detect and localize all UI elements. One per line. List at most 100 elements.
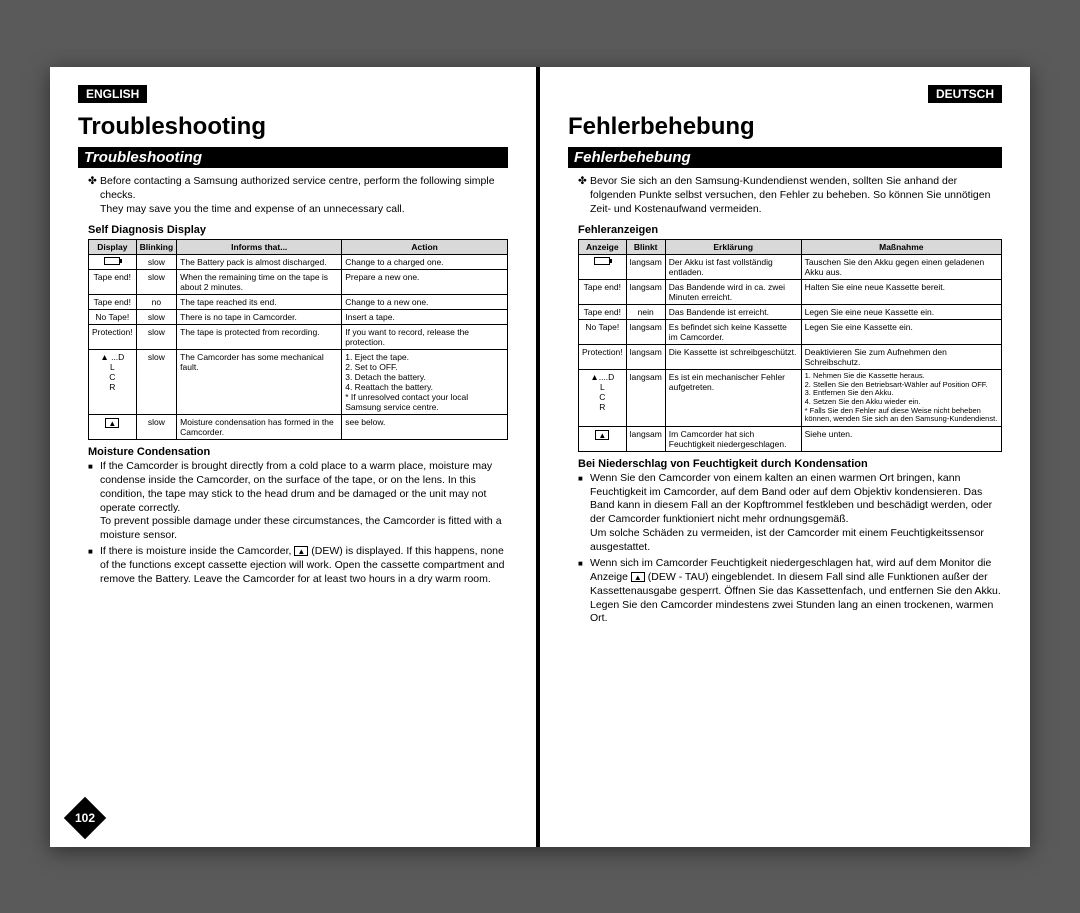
cell-display: Protection!: [579, 345, 627, 370]
table-row: Tape end!noThe tape reached its end.Chan…: [89, 295, 508, 310]
table-row: Protection!langsamDie Kassette ist schre…: [579, 345, 1002, 370]
cell-action: 1. Eject the tape.2. Set to OFF.3. Detac…: [342, 350, 508, 415]
cell-blinking: slow: [136, 255, 177, 270]
cell-action: If you want to record, release the prote…: [342, 325, 508, 350]
cell-informs: Es befindet sich keine Kassette im Camco…: [665, 320, 801, 345]
cell-informs: The Camcorder has some mechanical fault.: [177, 350, 342, 415]
cell-blinking: slow: [136, 350, 177, 415]
table-header-row: Anzeige Blinkt Erklärung Maßnahme: [579, 240, 1002, 255]
cell-display: No Tape!: [89, 310, 137, 325]
page-number-badge: 102: [64, 796, 106, 838]
cell-display: ▲....DLCR: [579, 370, 627, 427]
cell-display: Tape end!: [89, 270, 137, 295]
intro-text: Before contacting a Samsung authorized s…: [88, 174, 508, 217]
cell-blinking: langsam: [626, 280, 665, 305]
cell-informs: The Battery pack is almost discharged.: [177, 255, 342, 270]
list-item: If the Camcorder is brought directly fro…: [88, 460, 508, 543]
table-row: ▲ slowMoisture condensation has formed in…: [89, 415, 508, 440]
cell-display: [89, 255, 137, 270]
cell-action: Change to a charged one.: [342, 255, 508, 270]
cell-display: Tape end!: [579, 305, 627, 320]
section-bar: Troubleshooting: [78, 147, 508, 168]
cell-blinking: slow: [136, 310, 177, 325]
moisture-list: Wenn Sie den Camcorder von einem kalten …: [578, 472, 1002, 626]
table-row: langsamDer Akku ist fast vollständig ent…: [579, 255, 1002, 280]
cell-display: Tape end!: [579, 280, 627, 305]
list-item: If there is moisture inside the Camcorde…: [88, 545, 508, 587]
cell-blinking: slow: [136, 270, 177, 295]
cell-informs: The tape is protected from recording.: [177, 325, 342, 350]
dew-icon: ▲: [105, 418, 119, 428]
cell-blinking: no: [136, 295, 177, 310]
cell-informs: Moisture condensation has formed in the …: [177, 415, 342, 440]
cell-action: Tauschen Sie den Akku gegen einen gelade…: [801, 255, 1001, 280]
list-item: Wenn sich im Camcorder Feuchtigkeit nied…: [578, 557, 1002, 626]
diagnosis-table: Anzeige Blinkt Erklärung Maßnahme langsa…: [578, 239, 1002, 452]
list-item: Wenn Sie den Camcorder von einem kalten …: [578, 472, 1002, 555]
page-english: ENGLISH Troubleshooting Troubleshooting …: [50, 67, 540, 847]
table-row: slowThe Battery pack is almost discharge…: [89, 255, 508, 270]
cell-display: ▲: [89, 415, 137, 440]
cell-informs: Es ist ein mechanischer Fehler aufgetret…: [665, 370, 801, 427]
page-title: Troubleshooting: [78, 113, 508, 141]
table-header-row: Display Blinking Informs that... Action: [89, 240, 508, 255]
table-row: No Tape!slowThere is no tape in Camcorde…: [89, 310, 508, 325]
table-row: ▲....DLCRlangsamEs ist ein mechanischer …: [579, 370, 1002, 427]
cell-display: Protection!: [89, 325, 137, 350]
moisture-list: If the Camcorder is brought directly fro…: [88, 460, 508, 587]
cell-display: ▲: [579, 426, 627, 451]
cell-blinking: langsam: [626, 370, 665, 427]
cell-blinking: langsam: [626, 426, 665, 451]
cell-informs: Das Bandende wird in ca. zwei Minuten er…: [665, 280, 801, 305]
cell-display: No Tape!: [579, 320, 627, 345]
table-row: No Tape! langsamEs befindet sich keine K…: [579, 320, 1002, 345]
table-row: ▲ langsamIm Camcorder hat sich Feuchtigke…: [579, 426, 1002, 451]
intro-text: Bevor Sie sich an den Samsung-Kundendien…: [578, 174, 1002, 217]
table-row: Tape end!neinDas Bandende ist erreicht.L…: [579, 305, 1002, 320]
cell-informs: There is no tape in Camcorder.: [177, 310, 342, 325]
lang-tag-en: ENGLISH: [78, 85, 147, 103]
cell-informs: Der Akku ist fast vollständig entladen.: [665, 255, 801, 280]
table-title: Self Diagnosis Display: [88, 224, 508, 236]
cell-blinking: nein: [626, 305, 665, 320]
cell-informs: When the remaining time on the tape is a…: [177, 270, 342, 295]
cell-display: [579, 255, 627, 280]
cell-blinking: slow: [136, 415, 177, 440]
table-title: Fehleranzeigen: [578, 224, 1002, 236]
cell-blinking: slow: [136, 325, 177, 350]
moisture-heading: Bei Niederschlag von Feuchtigkeit durch …: [578, 458, 1002, 470]
cell-action: Legen Sie eine Kassette ein.: [801, 320, 1001, 345]
cell-informs: Die Kassette ist schreibgeschützt.: [665, 345, 801, 370]
cell-blinking: langsam: [626, 255, 665, 280]
cell-action: Legen Sie eine neue Kassette ein.: [801, 305, 1001, 320]
cell-display: Tape end!: [89, 295, 137, 310]
page-spread: ENGLISH Troubleshooting Troubleshooting …: [50, 67, 1030, 847]
page-deutsch: DEUTSCH Fehlerbehebung Fehlerbehebung Be…: [540, 67, 1030, 847]
moisture-heading: Moisture Condensation: [88, 446, 508, 458]
dew-icon: ▲: [595, 430, 609, 440]
dew-icon: ▲: [294, 546, 308, 556]
cell-informs: Im Camcorder hat sich Feuchtigkeit niede…: [665, 426, 801, 451]
table-row: Protection!slowThe tape is protected fro…: [89, 325, 508, 350]
section-bar: Fehlerbehebung: [568, 147, 1002, 168]
cell-informs: The tape reached its end.: [177, 295, 342, 310]
cell-action: Insert a tape.: [342, 310, 508, 325]
cell-action: see below.: [342, 415, 508, 440]
cell-display: ▲ ...DLCR: [89, 350, 137, 415]
cell-action: Change to a new one.: [342, 295, 508, 310]
table-row: ▲ ...DLCRslowThe Camcorder has some mech…: [89, 350, 508, 415]
table-row: Tape end!langsamDas Bandende wird in ca.…: [579, 280, 1002, 305]
cell-blinking: langsam: [626, 320, 665, 345]
cell-action: Siehe unten.: [801, 426, 1001, 451]
battery-icon: [594, 257, 610, 265]
diagnosis-table: Display Blinking Informs that... Action …: [88, 239, 508, 440]
battery-icon: [104, 257, 120, 265]
cell-blinking: langsam: [626, 345, 665, 370]
cell-action: Prepare a new one.: [342, 270, 508, 295]
cell-action: Deaktivieren Sie zum Aufnehmen den Schre…: [801, 345, 1001, 370]
cell-informs: Das Bandende ist erreicht.: [665, 305, 801, 320]
lang-tag-de: DEUTSCH: [928, 85, 1002, 103]
cell-action: Halten Sie eine neue Kassette bereit.: [801, 280, 1001, 305]
page-title: Fehlerbehebung: [568, 113, 1002, 141]
dew-icon: ▲: [631, 572, 645, 582]
